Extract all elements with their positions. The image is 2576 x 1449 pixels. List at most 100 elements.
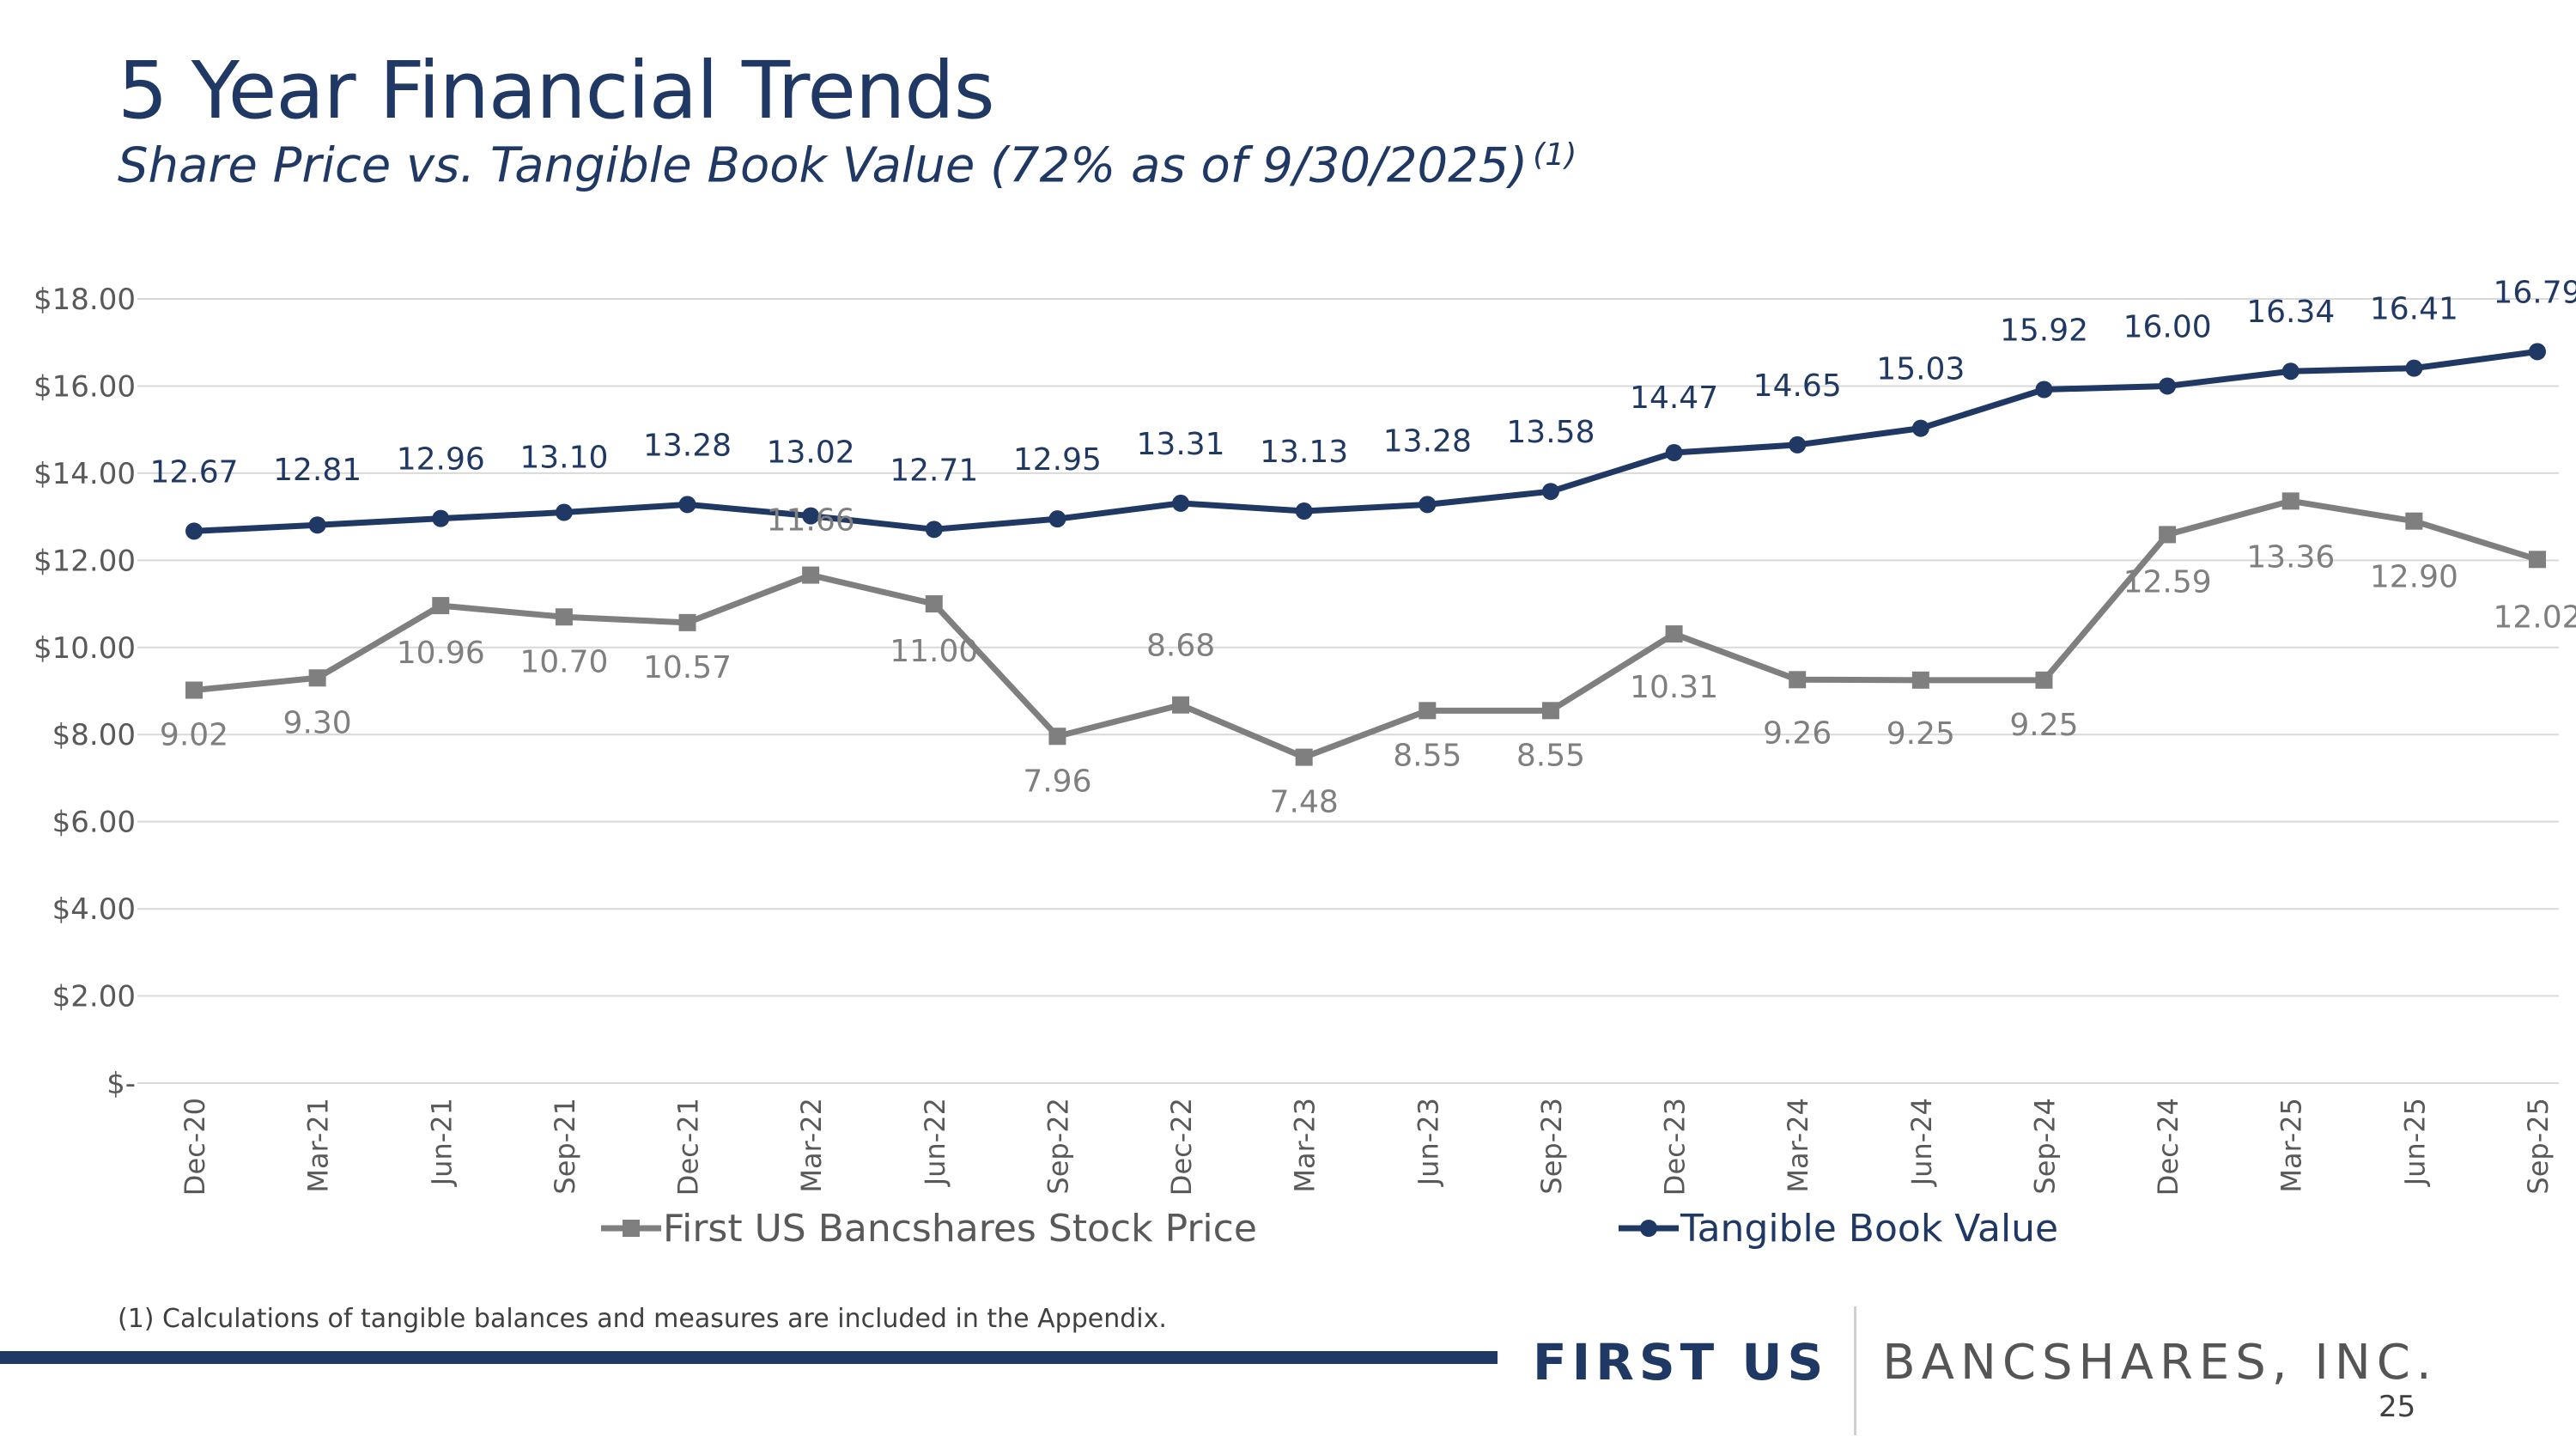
legend-stock-price-label: First US Bancshares Stock Price xyxy=(663,1207,1257,1251)
stock-price-data-label: 12.59 xyxy=(2123,564,2212,600)
tbv-point xyxy=(2035,381,2053,399)
stock-price-data-label: 9.02 xyxy=(160,717,228,752)
stock-price-point xyxy=(308,669,326,687)
tbv-point xyxy=(1419,496,1437,514)
tbv-data-label: 12.96 xyxy=(397,442,485,478)
tbv-point xyxy=(1789,435,1807,454)
x-tick-label: Sep-24 xyxy=(2028,1098,2061,1195)
stock-price-data-label: 9.25 xyxy=(1886,716,1955,752)
x-tick-label: Mar-22 xyxy=(795,1098,828,1193)
stock-price-point xyxy=(2035,671,2053,689)
tbv-data-label: 13.10 xyxy=(519,441,608,476)
x-tick-label: Dec-24 xyxy=(2152,1098,2184,1196)
stock-price-data-label: 10.70 xyxy=(519,644,608,679)
stock-price-data-label: 12.02 xyxy=(2493,600,2576,635)
legend-stock-price-marker xyxy=(623,1220,640,1237)
tbv-point xyxy=(925,521,943,539)
tbv-point xyxy=(1172,494,1190,512)
tbv-point xyxy=(555,503,573,521)
tbv-point xyxy=(2159,377,2177,395)
tbv-point xyxy=(802,507,820,525)
stock-price-data-label: 13.36 xyxy=(2246,539,2335,575)
footer-bar xyxy=(0,1351,1498,1364)
tbv-point xyxy=(2281,362,2300,381)
tbv-data-label: 15.03 xyxy=(1876,352,1965,387)
stock-price-point xyxy=(1789,671,1807,689)
tbv-data-label: 14.47 xyxy=(1630,381,1718,416)
stock-price-data-label: 7.48 xyxy=(1270,785,1339,820)
subtitle-text: Share Price vs. Tangible Book Value (72%… xyxy=(118,137,1528,194)
tbv-point xyxy=(432,509,450,527)
tbv-data-label: 12.95 xyxy=(1013,442,1102,478)
subtitle-footnote-marker: (1) xyxy=(1533,137,1577,173)
stock-price-data-label: 7.96 xyxy=(1023,764,1091,799)
page-subtitle: Share Price vs. Tangible Book Value (72%… xyxy=(118,137,1577,194)
tbv-point xyxy=(2405,359,2423,377)
logo-first-us: FIRST US xyxy=(1533,1333,1829,1391)
y-axis-ticks: $- $2.00 $4.00 $6.00 $8.00 $10.00 $12.00 $14.00… xyxy=(33,283,136,1101)
x-tick-label: Mar-25 xyxy=(2275,1098,2308,1193)
stock-price-point xyxy=(1541,702,1559,720)
tbv-data-label: 16.41 xyxy=(2370,292,2458,327)
tbv-data-label: 14.65 xyxy=(1753,368,1842,404)
stock-price-data-label: 9.30 xyxy=(283,705,352,740)
tbv-point xyxy=(2529,343,2546,361)
gridlines xyxy=(137,298,2559,1084)
stock-price-data-label: 10.96 xyxy=(397,636,485,671)
tbv-data-label: 13.58 xyxy=(1506,415,1595,450)
footnote: (1) Calculations of tangible balances an… xyxy=(118,1304,1167,1334)
stock-price-point xyxy=(2405,512,2423,530)
stock-price-point xyxy=(1911,671,1929,689)
x-tick-label: Jun-23 xyxy=(1412,1098,1444,1187)
x-tick-label: Mar-21 xyxy=(302,1098,335,1193)
x-tick-label: Dec-23 xyxy=(1659,1098,1692,1196)
stock-price-line xyxy=(193,497,2539,761)
stock-price-data-label: 11.66 xyxy=(767,503,855,539)
tbv-data-label: 12.67 xyxy=(149,454,238,490)
tbv-point xyxy=(1665,444,1683,462)
y-tick-label: $8.00 xyxy=(52,718,136,752)
x-tick-label: Mar-23 xyxy=(1289,1098,1321,1193)
tbv-point xyxy=(678,496,696,514)
x-tick-label: Jun-25 xyxy=(2398,1098,2431,1187)
stock-price-data-label: 10.31 xyxy=(1630,670,1718,705)
y-tick-label: $10.00 xyxy=(33,631,136,666)
stock-price-data-label: 9.25 xyxy=(2009,708,2078,743)
stock-price-data-label: 12.90 xyxy=(2370,560,2458,595)
x-tick-label: Dec-21 xyxy=(672,1098,705,1196)
stock-price-data-label: 9.26 xyxy=(1763,715,1832,751)
tbv-data-label: 16.34 xyxy=(2246,295,2335,330)
tbv-data-label: 13.28 xyxy=(1383,423,1472,459)
share-price-vs-tbv-chart: $- $2.00 $4.00 $6.00 $8.00 $10.00 $12.00 $14.00… xyxy=(33,275,2576,1251)
legend-tbv-label: Tangible Book Value xyxy=(1680,1207,2058,1251)
tbv-data-label: 12.71 xyxy=(890,453,978,488)
y-tick-label: $12.00 xyxy=(33,544,136,578)
y-tick-label: $- xyxy=(106,1067,136,1101)
company-logo: FIRST US BANCSHARES, INC. xyxy=(1533,1306,2438,1435)
stock-price-point xyxy=(1665,625,1683,643)
tbv-data-label: 15.92 xyxy=(2000,314,2088,349)
tbv-data-label: 16.79 xyxy=(2493,275,2576,310)
page-number: 25 xyxy=(2379,1390,2416,1424)
stock-price-point xyxy=(432,597,450,615)
tbv-data-label: 13.13 xyxy=(1260,435,1348,470)
x-tick-label: Sep-21 xyxy=(549,1098,581,1195)
tbv-point xyxy=(1541,483,1559,501)
logo-bancshares: BANCSHARES, INC. xyxy=(1882,1334,2438,1391)
stock-price-point xyxy=(1419,702,1437,720)
stock-price-point xyxy=(1048,728,1066,746)
tbv-line xyxy=(193,348,2538,534)
stock-price-data-label: 10.57 xyxy=(643,650,732,685)
page-title: 5 Year Financial Trends xyxy=(118,45,995,137)
stock-price-point xyxy=(555,608,573,626)
x-tick-label: Jun-21 xyxy=(425,1098,458,1187)
data-labels: 9.02 9.30 10.96 10.70 10.57 11.66 11.00 7.96 8.6… xyxy=(149,275,2576,819)
stock-price-point xyxy=(802,566,820,584)
tbv-point xyxy=(185,522,203,540)
x-tick-label: Dec-20 xyxy=(179,1098,211,1196)
x-tick-label: Dec-22 xyxy=(1165,1098,1198,1196)
stock-price-point xyxy=(1172,696,1190,714)
stock-price-point xyxy=(925,595,943,613)
stock-price-point xyxy=(2529,551,2546,569)
x-tick-label: Mar-24 xyxy=(1782,1098,1814,1193)
